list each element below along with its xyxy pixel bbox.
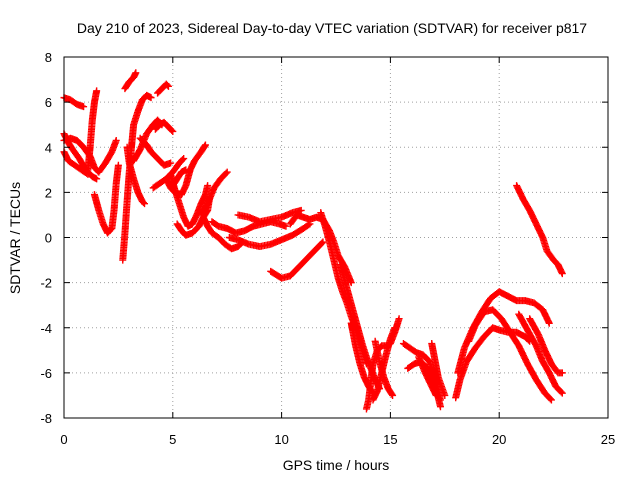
series-arc-15 (162, 141, 209, 199)
x-tick-label: 15 (383, 432, 397, 447)
axis-ticks: 0 5 10 15 20 25 -8 -6 -4 -2 0 2 4 6 8 (40, 50, 615, 447)
data-point (391, 324, 399, 332)
data-point (557, 388, 565, 396)
data-point (432, 391, 440, 399)
x-tick-label: 20 (492, 432, 506, 447)
data-point (163, 81, 171, 89)
data-point (112, 136, 120, 144)
data-point (114, 161, 122, 169)
series-arc-28 (347, 319, 377, 397)
series-arc-5 (84, 87, 101, 174)
data-point (222, 169, 230, 177)
grid (64, 57, 608, 418)
data-point (164, 82, 172, 90)
series-arc-36 (452, 324, 534, 402)
data-point (282, 222, 290, 230)
series-arc-21 (208, 218, 290, 237)
data-point (388, 390, 396, 398)
series-arc-13 (136, 134, 175, 169)
data-point (169, 127, 177, 135)
data-point (319, 238, 327, 246)
data-point (395, 315, 403, 323)
series-arc-23 (234, 206, 305, 226)
series-arc-12 (151, 118, 177, 135)
data-point (147, 94, 155, 102)
data-point (93, 87, 101, 95)
data-point (318, 239, 326, 247)
data-point (168, 126, 176, 134)
series-arc-19 (197, 168, 231, 219)
data-point (167, 159, 175, 167)
y-tick-label: 6 (45, 95, 52, 110)
series-arc-17 (167, 170, 212, 230)
x-tick-label: 10 (274, 432, 288, 447)
y-tick-label: -6 (40, 366, 52, 381)
y-tick-label: 4 (45, 140, 52, 155)
y-tick-label: 0 (45, 231, 52, 246)
series-arc-22 (225, 220, 314, 251)
series-arc-34 (415, 353, 440, 399)
data-point (305, 221, 313, 229)
data-point (80, 103, 88, 111)
series-arc-31 (369, 324, 399, 404)
data-point (389, 391, 397, 399)
series-arc-8 (121, 69, 140, 93)
series-arc-40 (526, 315, 566, 377)
x-tick-label: 0 (60, 432, 67, 447)
data-point (93, 175, 101, 183)
data-point (139, 199, 147, 207)
data-point (545, 319, 553, 327)
data-series (60, 69, 566, 413)
data-point (546, 395, 554, 403)
y-tick-label: -4 (40, 321, 52, 336)
series-arc-6 (90, 161, 122, 237)
chart-title: Day 210 of 2023, Sidereal Day-to-day VTE… (77, 20, 587, 36)
data-point (297, 206, 305, 214)
data-point (180, 155, 188, 163)
data-point (547, 396, 555, 404)
series-arc-20 (199, 213, 246, 253)
data-point (558, 270, 566, 278)
series-arc-10 (123, 143, 149, 208)
series-arc-38 (465, 306, 555, 404)
data-point (428, 340, 436, 348)
data-point (558, 389, 566, 397)
y-tick-label: 8 (45, 50, 52, 65)
x-tick-label: 25 (601, 432, 615, 447)
data-point (201, 142, 209, 150)
series-arc-24 (267, 238, 327, 282)
series-arc-41 (513, 182, 566, 278)
data-point (204, 182, 212, 190)
data-point (141, 200, 149, 208)
data-point (558, 369, 566, 377)
x-tick-label: 5 (169, 432, 176, 447)
data-point (182, 166, 190, 174)
y-tick-label: -8 (40, 411, 52, 426)
data-point (83, 169, 91, 177)
y-axis-label: SDTVAR / TECUs (7, 182, 23, 294)
y-tick-label: -2 (40, 276, 52, 291)
data-point (223, 168, 231, 176)
y-tick-label: 2 (45, 185, 52, 200)
data-point (436, 403, 444, 411)
data-point (132, 69, 140, 77)
x-axis-label: GPS time / hours (283, 457, 390, 473)
data-point (179, 156, 187, 164)
data-point (201, 141, 209, 149)
series-arc-9 (154, 80, 172, 97)
series-arc-35 (428, 340, 449, 399)
series-arc-39 (515, 310, 566, 397)
series-arc-1 (60, 94, 88, 111)
